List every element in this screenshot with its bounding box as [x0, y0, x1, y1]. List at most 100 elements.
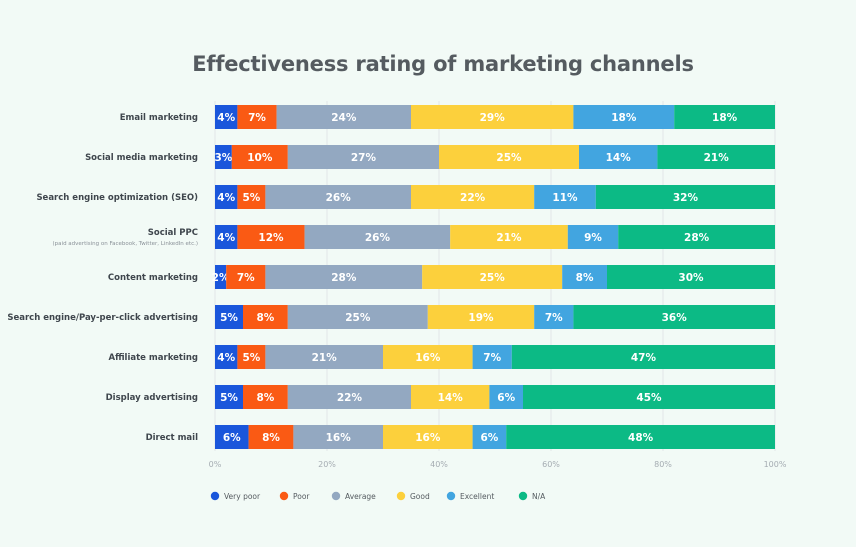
bar-segment	[562, 265, 607, 289]
category-label: Search engine/Pay-per-click advertising	[7, 313, 198, 323]
bar-segment	[595, 185, 775, 209]
bar-segment	[579, 145, 658, 169]
data-label: 29%	[480, 112, 506, 124]
bar-segment	[226, 265, 266, 289]
x-tick-label: 80%	[654, 460, 672, 469]
bar-segment	[287, 145, 439, 169]
bar-segment	[293, 425, 383, 449]
bar-segment	[304, 225, 451, 249]
bar-segment	[237, 185, 266, 209]
data-label: 9%	[584, 232, 602, 244]
category-label: Content marketing	[108, 273, 198, 283]
data-label: 11%	[552, 192, 578, 204]
bar-segment	[215, 225, 238, 249]
bar-segment	[383, 345, 473, 369]
data-label: 6%	[497, 392, 515, 404]
data-label: 8%	[262, 432, 280, 444]
bar-segment	[237, 105, 277, 129]
data-label: 4%	[217, 192, 235, 204]
bar-segment	[215, 345, 238, 369]
data-label: 22%	[337, 392, 363, 404]
bar-segment	[265, 265, 423, 289]
chart-title: Effectiveness rating of marketing channe…	[192, 52, 694, 76]
bar-segment	[215, 145, 232, 169]
data-label: 7%	[483, 352, 501, 364]
data-label: 21%	[496, 232, 522, 244]
bar-segment	[248, 425, 294, 449]
legend-label: Very poor	[224, 492, 261, 501]
data-label: 21%	[312, 352, 338, 364]
legend-label: Excellent	[460, 492, 494, 501]
bar-segment	[607, 265, 775, 289]
bar-segment	[243, 305, 288, 329]
bar-segment	[511, 345, 775, 369]
legend-marker	[279, 491, 289, 501]
bar-segment	[411, 385, 490, 409]
legend-marker	[210, 491, 220, 501]
bar-segment	[489, 385, 523, 409]
data-label: 4%	[217, 352, 235, 364]
legend-marker	[396, 491, 406, 501]
bar-segment	[450, 225, 568, 249]
bar-segment	[237, 345, 266, 369]
data-label: 10%	[247, 152, 273, 164]
data-label: 6%	[223, 432, 241, 444]
data-label: 5%	[242, 352, 260, 364]
data-label: 16%	[415, 352, 441, 364]
data-label: 30%	[678, 272, 704, 284]
data-label: 47%	[631, 352, 657, 364]
bar-segment	[674, 105, 775, 129]
data-label: 7%	[248, 112, 266, 124]
data-label: 14%	[606, 152, 632, 164]
legend-label: Average	[345, 492, 376, 501]
bar-segment	[439, 145, 579, 169]
bar-segment	[215, 385, 243, 409]
data-label: 48%	[628, 432, 654, 444]
data-label: 8%	[576, 272, 594, 284]
bar-segment	[472, 345, 512, 369]
data-label: 26%	[326, 192, 352, 204]
data-label: 5%	[220, 392, 238, 404]
data-label: 19%	[468, 312, 494, 324]
data-label: 7%	[545, 312, 563, 324]
bar-segment	[215, 265, 227, 289]
data-label: 16%	[326, 432, 352, 444]
bar-segment	[523, 385, 775, 409]
x-tick-label: 40%	[430, 460, 448, 469]
legend-marker	[446, 491, 456, 501]
bar-segment	[534, 305, 574, 329]
bar-segment	[411, 105, 574, 129]
data-label: 26%	[365, 232, 391, 244]
x-tick-label: 20%	[318, 460, 336, 469]
data-label: 5%	[242, 192, 260, 204]
x-tick-label: 0%	[209, 460, 222, 469]
data-label: 8%	[256, 392, 274, 404]
bar-segment	[276, 105, 411, 129]
category-label: Search engine optimization (SEO)	[36, 193, 198, 203]
legend-marker	[331, 491, 341, 501]
data-label: 28%	[684, 232, 710, 244]
category-sublabel: (paid advertising on Facebook, Twitter, …	[53, 241, 198, 247]
data-label: 36%	[662, 312, 688, 324]
bar-segment	[215, 425, 249, 449]
x-tick-label: 100%	[764, 460, 787, 469]
bar-segment	[265, 185, 411, 209]
data-label: 25%	[496, 152, 522, 164]
legend-label: N/A	[532, 492, 546, 501]
category-label: Social PPC	[148, 228, 198, 238]
category-label: Direct mail	[146, 433, 198, 443]
data-label: 3%	[214, 152, 232, 164]
data-label: 25%	[480, 272, 506, 284]
bar-segment	[215, 105, 238, 129]
x-tick-label: 60%	[542, 460, 560, 469]
legend-label: Poor	[293, 492, 310, 501]
bar-segment	[422, 265, 563, 289]
bar-segment	[573, 105, 675, 129]
data-label: 18%	[712, 112, 738, 124]
bar-segment	[618, 225, 775, 249]
data-label: 2%	[212, 272, 230, 284]
bar-segment	[534, 185, 596, 209]
data-label: 27%	[351, 152, 377, 164]
